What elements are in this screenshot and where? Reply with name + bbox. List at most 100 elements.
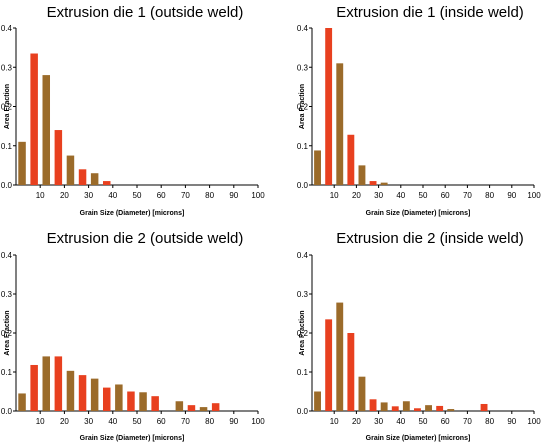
bar [42, 356, 51, 411]
bar [402, 401, 410, 411]
bar [414, 408, 421, 411]
bar [102, 181, 111, 185]
bar [90, 173, 99, 185]
bar [127, 391, 135, 411]
bar [78, 375, 87, 411]
bar [54, 356, 63, 411]
x-tick-label: 60 [441, 417, 450, 426]
bar [42, 75, 51, 185]
bar [425, 405, 432, 411]
x-tick-label: 100 [251, 191, 265, 200]
bar [66, 155, 75, 185]
bar [78, 169, 87, 185]
y-tick-label: 0.3 [297, 63, 309, 72]
bar [199, 407, 208, 411]
y-tick-label: 0.3 [1, 290, 13, 299]
y-tick-label: 0.2 [297, 103, 309, 112]
bar [325, 28, 333, 185]
y-tick-label: 0.4 [1, 24, 13, 33]
x-tick-label: 80 [485, 417, 494, 426]
x-axis-label: Grain Size (Diameter) [microns] [366, 210, 471, 217]
bar [151, 396, 159, 411]
chart-title: Extrusion die 1 (inside weld) [336, 4, 524, 21]
bar [380, 402, 388, 411]
bar [336, 63, 344, 186]
x-tick-label: 30 [84, 417, 93, 426]
x-tick-label: 90 [229, 417, 238, 426]
x-tick-label: 90 [229, 191, 238, 200]
y-tick-label: 0.1 [1, 368, 13, 377]
bar [325, 319, 333, 411]
x-tick-label: 40 [108, 417, 117, 426]
x-tick-label: 40 [396, 417, 405, 426]
x-tick-label: 10 [36, 191, 45, 200]
x-tick-label: 70 [463, 191, 472, 200]
chart-title: Extrusion die 2 (inside weld) [336, 230, 524, 247]
y-tick-label: 0.1 [297, 368, 309, 377]
y-tick-label: 0.0 [1, 407, 13, 416]
x-axis-label: Grain Size (Diameter) [microns] [80, 210, 185, 217]
chart-panel-3: Extrusion die 2 (outside weld) 0.0 0.1 0.2 0… [1, 230, 265, 442]
x-tick-label: 30 [374, 191, 383, 200]
bar [211, 403, 220, 411]
bar [90, 378, 99, 411]
x-tick-label: 50 [419, 191, 428, 200]
bar [102, 387, 111, 411]
x-tick-label: 50 [133, 191, 142, 200]
bar [336, 302, 344, 411]
y-tick-label: 0.3 [297, 290, 309, 299]
x-tick-label: 70 [181, 191, 190, 200]
bar [314, 391, 321, 411]
x-tick-label: 40 [396, 191, 405, 200]
y-tick-label: 0.3 [1, 63, 13, 72]
x-tick-label: 80 [205, 191, 214, 200]
bar [115, 384, 123, 411]
bar [347, 333, 355, 411]
bar [18, 393, 26, 411]
x-tick-label: 90 [507, 191, 516, 200]
x-tick-label: 50 [133, 417, 142, 426]
y-tick-label: 0.2 [297, 329, 309, 338]
x-tick-label: 100 [527, 417, 541, 426]
bar [54, 130, 63, 185]
x-tick-label: 60 [441, 191, 450, 200]
y-tick-label: 0.4 [297, 251, 309, 260]
chart-panel-1: Extrusion die 1 (outside weld) 0.0 0.1 0.2 0… [1, 4, 265, 217]
x-tick-label: 10 [36, 417, 45, 426]
bar [30, 53, 38, 186]
x-tick-label: 90 [507, 417, 516, 426]
chart-panel-2: Extrusion die 1 (inside weld) 0.0 0.1 0.2 0.… [297, 4, 541, 217]
chart-panel-4: Extrusion die 2 (inside weld) 0.0 0.1 0.2 0.… [297, 230, 541, 442]
y-axis-label: Area Fraction [299, 84, 306, 129]
x-tick-label: 80 [485, 191, 494, 200]
y-tick-label: 0.1 [297, 142, 309, 151]
y-axis-label: Area Fraction [4, 310, 11, 355]
bar [391, 406, 399, 411]
bar [358, 165, 366, 185]
x-tick-label: 20 [60, 191, 69, 200]
x-tick-label: 10 [330, 191, 339, 200]
y-tick-label: 0.4 [1, 251, 13, 260]
x-tick-label: 40 [108, 191, 117, 200]
bar [187, 405, 196, 411]
bar [480, 403, 488, 411]
y-tick-label: 0.0 [1, 181, 13, 190]
y-tick-label: 0.4 [297, 24, 309, 33]
x-tick-label: 30 [374, 417, 383, 426]
bar [369, 181, 377, 185]
bar [139, 392, 147, 411]
bar [18, 141, 26, 185]
x-tick-label: 20 [60, 417, 69, 426]
x-tick-label: 10 [330, 417, 339, 426]
x-tick-label: 70 [181, 417, 190, 426]
x-tick-label: 60 [157, 417, 166, 426]
y-tick-label: 0.0 [297, 181, 309, 190]
x-tick-label: 50 [419, 417, 428, 426]
x-tick-label: 70 [463, 417, 472, 426]
bar [30, 364, 38, 411]
x-axis-label: Grain Size (Diameter) [microns] [80, 435, 185, 442]
x-tick-label: 60 [157, 191, 166, 200]
bar [380, 182, 388, 185]
bar [66, 370, 75, 411]
